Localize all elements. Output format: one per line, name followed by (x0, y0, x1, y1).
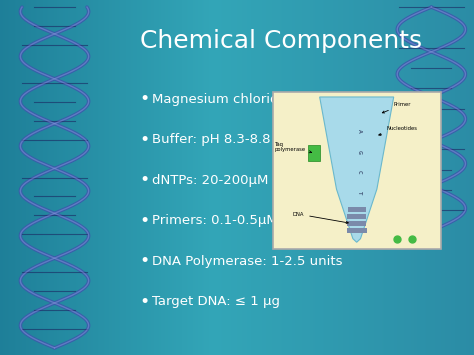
Text: A: A (356, 130, 362, 133)
Text: Target DNA: ≤ 1 μg: Target DNA: ≤ 1 μg (152, 295, 280, 308)
Bar (308, 146, 319, 161)
Text: Taq
polymerase: Taq polymerase (275, 142, 312, 153)
Text: Nucleotides: Nucleotides (379, 126, 418, 136)
Text: Primer: Primer (383, 102, 411, 113)
Text: Chemical Components: Chemical Components (140, 29, 422, 53)
Bar (347, 214, 366, 219)
Text: G: G (356, 150, 362, 154)
Text: •: • (140, 91, 150, 108)
Text: •: • (140, 252, 150, 270)
Text: •: • (140, 171, 150, 189)
Text: dNTPs: 20-200μM: dNTPs: 20-200μM (152, 174, 268, 187)
Text: •: • (140, 212, 150, 230)
Bar (348, 207, 365, 212)
Bar (346, 228, 367, 233)
Text: DNA: DNA (293, 212, 348, 224)
Text: •: • (140, 293, 150, 311)
Bar (273, 92, 441, 248)
Text: Magnesium chloride: .5-2.5mM: Magnesium chloride: .5-2.5mM (152, 93, 358, 106)
Text: Buffer: pH 8.3-8.8: Buffer: pH 8.3-8.8 (152, 133, 270, 146)
Text: T: T (356, 191, 362, 194)
Text: C: C (356, 170, 362, 174)
Text: Primers: 0.1-0.5μM: Primers: 0.1-0.5μM (152, 214, 277, 227)
Bar (347, 221, 366, 226)
Text: •: • (140, 131, 150, 149)
Text: DNA Polymerase: 1-2.5 units: DNA Polymerase: 1-2.5 units (152, 255, 342, 268)
Polygon shape (319, 97, 394, 242)
